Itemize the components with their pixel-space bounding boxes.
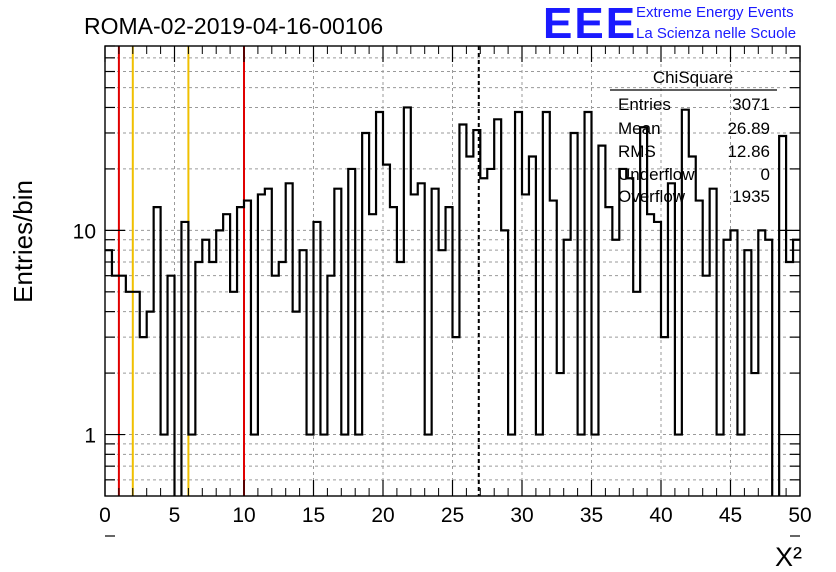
x-tick-label: 30 <box>510 504 533 527</box>
stats-label: Mean <box>618 119 661 138</box>
run-title: ROMA-02-2019-04-16-00106 <box>84 13 383 39</box>
stats-value: 3071 <box>732 95 770 114</box>
stats-value: 0 <box>761 165 770 184</box>
stats-label: RMS <box>618 142 656 161</box>
stats-value: 26.89 <box>727 119 770 138</box>
stats-box: ChiSquare Entries 3071 Mean 26.89 RMS 12… <box>610 68 777 206</box>
tick-labels: 0 5 10 15 20 25 30 35 40 45 50 1 10 <box>73 220 812 527</box>
x-tick-label: 40 <box>649 504 672 527</box>
stats-label: Underflow <box>618 165 695 184</box>
stats-label: Entries <box>618 95 671 114</box>
y-tick-label: 10 <box>73 220 96 243</box>
x-tick-label: 0 <box>99 504 111 527</box>
x-tick-label: 10 <box>232 504 255 527</box>
x-tick-label: 50 <box>788 504 811 527</box>
stats-value: 12.86 <box>727 142 770 161</box>
y-tick-label: 1 <box>84 425 96 448</box>
x-axis-label: X² <box>775 542 802 572</box>
x-tick-label: 15 <box>302 504 325 527</box>
y-axis-label: Entries/bin <box>8 180 38 303</box>
x-tick-label: 20 <box>371 504 394 527</box>
axis-ticks <box>104 45 801 537</box>
x-tick-label: 45 <box>719 504 742 527</box>
stats-value: 1935 <box>732 187 770 206</box>
x-tick-label: 5 <box>169 504 181 527</box>
x-tick-label: 25 <box>441 504 464 527</box>
eee-logo: EEE <box>543 0 638 48</box>
stats-label: Overflow <box>618 187 686 206</box>
stats-title: ChiSquare <box>653 68 733 87</box>
logo-line-1: Extreme Energy Events <box>636 4 794 21</box>
x-tick-label: 35 <box>580 504 603 527</box>
histogram-outline <box>105 106 800 496</box>
logo-line-2: La Scienza nelle Scuole <box>636 25 797 42</box>
